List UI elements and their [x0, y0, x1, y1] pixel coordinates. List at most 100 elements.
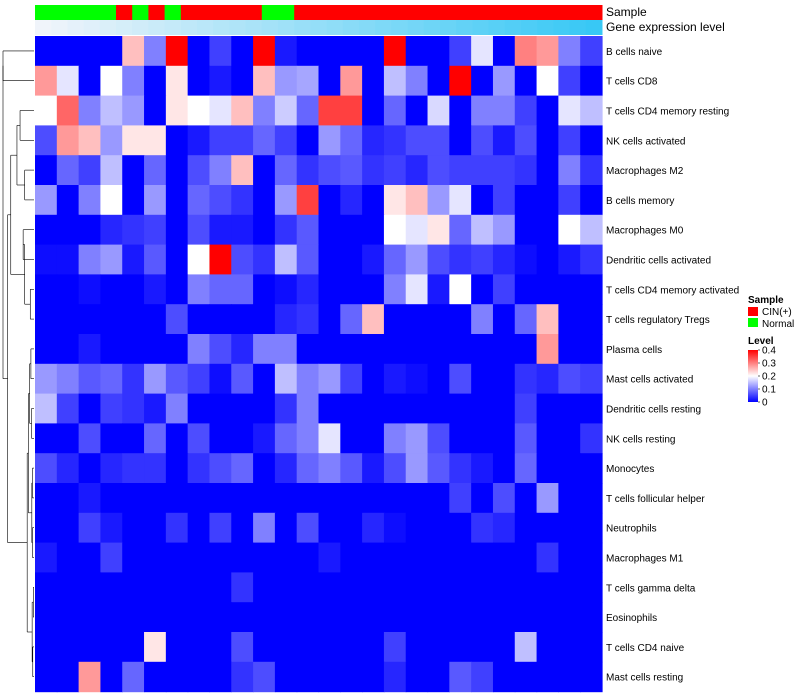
heatmap-cell [383, 304, 407, 335]
heatmap-cell [187, 95, 211, 126]
heatmap-cell [362, 185, 385, 216]
heatmap-cell [35, 512, 58, 544]
heatmap-cell [209, 244, 232, 275]
heatmap-cell [558, 36, 581, 67]
heatmap-cell [427, 185, 450, 216]
heatmap-cell [296, 36, 320, 67]
heatmap-cell [144, 483, 167, 514]
sample-cin-cell [326, 5, 344, 20]
expression-cell [472, 20, 490, 35]
heatmap-cell [165, 483, 189, 514]
heatmap-cell [449, 214, 472, 246]
row-label: T cells gamma delta [606, 583, 696, 594]
expression-cell [35, 20, 52, 35]
heatmap-cell [340, 274, 363, 305]
heatmap-cell [144, 661, 167, 693]
legend-swatch-normal [748, 318, 758, 327]
heatmap-cell [340, 602, 363, 633]
legend-label-cin: CIN(+) [762, 307, 792, 318]
heatmap-cell [35, 632, 58, 663]
heatmap-cell [56, 453, 80, 484]
level-tick-label: 0 [762, 398, 768, 409]
heatmap-cell [405, 602, 429, 633]
sample-cin-cell [407, 5, 425, 20]
row-label: Macrophages M1 [606, 554, 684, 565]
heatmap-cell [558, 393, 581, 424]
heatmap-cell [78, 65, 102, 97]
sample-cin-cell [488, 5, 506, 20]
heatmap-cell [514, 214, 538, 246]
sample-cin-cell [585, 5, 603, 20]
heatmap-cell [427, 483, 450, 514]
heatmap-cell [449, 274, 472, 305]
heatmap-cell [274, 125, 298, 156]
heatmap-cell [35, 542, 58, 573]
expression-cell [310, 20, 328, 35]
heatmap-cell [492, 155, 516, 186]
heatmap-cell [122, 95, 145, 126]
heatmap-cell [165, 36, 189, 67]
heatmap-cell [253, 95, 276, 126]
heatmap-cell [56, 423, 80, 454]
heatmap-cell [274, 393, 298, 424]
heatmap-cell [383, 155, 407, 186]
expression-cell [278, 20, 295, 35]
expression-cell [245, 20, 263, 35]
heatmap-cell [231, 572, 254, 603]
heatmap-cell [471, 632, 494, 663]
heatmap-cell [514, 95, 538, 126]
heatmap-cell [274, 542, 298, 573]
sample-legend-title: Sample [748, 295, 784, 306]
heatmap-cell [405, 661, 429, 693]
heatmap-cell [514, 334, 538, 365]
heatmap-cell [122, 661, 145, 693]
heatmap-cell [558, 65, 581, 97]
heatmap-cell [253, 632, 276, 663]
heatmap-cell [471, 423, 494, 454]
heatmap-cell [318, 512, 341, 544]
heatmap-cell [253, 65, 276, 97]
heatmap-cell [449, 512, 472, 544]
heatmap-cell [56, 95, 80, 126]
heatmap-cell [56, 125, 80, 156]
expression-cell [67, 20, 85, 35]
heatmap-cell [558, 542, 581, 573]
heatmap-cell [56, 483, 80, 514]
heatmap-cell [558, 95, 581, 126]
sample-normal-cell [164, 5, 182, 20]
heatmap-cell [492, 244, 516, 275]
expression-cell [132, 20, 149, 35]
heatmap-cell [209, 632, 232, 663]
heatmap-cell [405, 95, 429, 126]
heatmap-cell [209, 125, 232, 156]
heatmap-cell [405, 572, 429, 603]
heatmap-cell [536, 632, 559, 663]
heatmap-cell [558, 155, 581, 186]
heatmap-cell [187, 483, 211, 514]
heatmap-cell [405, 274, 429, 305]
heatmap-cell [471, 274, 494, 305]
heatmap-cell [340, 542, 363, 573]
heatmap-cell [318, 214, 341, 246]
heatmap-cell [253, 155, 276, 186]
heatmap-cell [514, 393, 538, 424]
heatmap-cell [449, 125, 472, 156]
row-label: Macrophages M0 [606, 226, 684, 237]
heatmap-cell [100, 334, 123, 365]
heatmap-cell [209, 334, 232, 365]
heatmap-cell [296, 363, 320, 395]
heatmap-cell [209, 304, 232, 335]
heatmap-cell [405, 632, 429, 663]
heatmap-cell [253, 244, 276, 275]
heatmap-cell [100, 244, 123, 275]
expression-cell [213, 20, 230, 35]
heatmap-cell [165, 542, 189, 573]
heatmap-cell [340, 155, 363, 186]
heatmap-cell [274, 572, 298, 603]
sample-track-label: Sample [606, 5, 647, 19]
heatmap-cell [100, 453, 123, 484]
heatmap-cell [449, 363, 472, 395]
expression-cell [569, 20, 587, 35]
heatmap-cell [383, 542, 407, 573]
heatmap-cell [580, 155, 603, 186]
